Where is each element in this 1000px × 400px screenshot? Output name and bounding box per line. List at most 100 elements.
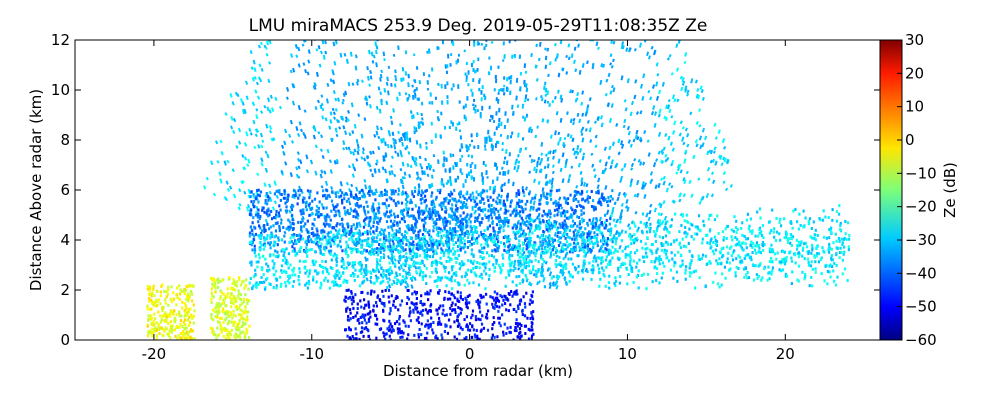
echo-cell bbox=[588, 261, 591, 265]
echo-mark bbox=[250, 66, 254, 70]
echo-cell bbox=[263, 287, 267, 291]
echo-cell bbox=[685, 213, 688, 217]
echo-cell bbox=[563, 227, 566, 231]
echo-cell bbox=[498, 230, 501, 234]
echo-cell bbox=[524, 207, 527, 211]
echo-cell bbox=[298, 270, 302, 274]
echo-cell bbox=[571, 237, 574, 241]
echo-cell bbox=[284, 284, 287, 288]
echo-mark bbox=[286, 87, 290, 92]
echo-cell bbox=[408, 247, 411, 251]
echo-mark bbox=[597, 46, 600, 51]
echo-mark bbox=[260, 67, 264, 72]
echo-cell bbox=[352, 274, 355, 278]
echo-cell bbox=[278, 214, 281, 218]
echo-cell bbox=[382, 236, 386, 240]
echo-mark bbox=[592, 168, 596, 172]
echo-cell bbox=[492, 241, 496, 245]
echo-mark bbox=[224, 197, 229, 202]
echo-cell bbox=[804, 241, 808, 245]
echo-cell bbox=[485, 240, 488, 244]
echo-cell bbox=[272, 244, 275, 248]
echo-cell bbox=[428, 233, 431, 237]
echo-cell bbox=[606, 263, 610, 267]
echo-mark bbox=[512, 181, 515, 187]
echo-cell bbox=[419, 261, 422, 265]
echo-cell bbox=[751, 251, 754, 255]
echo-mark bbox=[564, 160, 568, 165]
echo-cell bbox=[586, 247, 589, 251]
echo-cell bbox=[564, 243, 567, 247]
echo-cell bbox=[337, 284, 341, 288]
echo-cell bbox=[359, 240, 362, 244]
echo-mark bbox=[345, 181, 349, 186]
echo-mark bbox=[218, 171, 222, 176]
echo-cell bbox=[679, 246, 682, 250]
echo-cell bbox=[495, 200, 498, 204]
echo-cell bbox=[336, 222, 339, 226]
echo-mark bbox=[620, 175, 624, 181]
echo-cell bbox=[342, 263, 345, 267]
echo-cell bbox=[417, 230, 420, 234]
echo-mark bbox=[338, 126, 342, 130]
echo-cell bbox=[257, 200, 260, 204]
echo-cell bbox=[468, 281, 471, 285]
echo-cell bbox=[408, 256, 411, 260]
echo-cell bbox=[435, 279, 438, 283]
echo-mark bbox=[336, 119, 339, 123]
echo-cell bbox=[266, 269, 269, 273]
echo-cell bbox=[746, 276, 749, 280]
echo-cell bbox=[462, 201, 466, 205]
echo-mark bbox=[393, 258, 397, 262]
echo-cell bbox=[611, 240, 614, 244]
echo-cell bbox=[556, 234, 559, 238]
echo-cell bbox=[493, 265, 496, 269]
echo-cell bbox=[298, 282, 301, 286]
echo-cell bbox=[530, 205, 533, 209]
echo-mark bbox=[722, 156, 726, 161]
echo-cell bbox=[406, 272, 409, 276]
echo-cell bbox=[318, 200, 321, 204]
echo-cell bbox=[528, 232, 531, 236]
echo-cell bbox=[500, 219, 503, 223]
echo-cell bbox=[831, 218, 834, 222]
echo-cell bbox=[534, 254, 537, 258]
echo-mark bbox=[419, 143, 422, 149]
echo-cell bbox=[302, 210, 305, 214]
echo-cell bbox=[822, 209, 825, 213]
echo-cell bbox=[463, 196, 466, 200]
echo-mark bbox=[388, 241, 392, 246]
echo-cell bbox=[613, 281, 616, 285]
echo-cell bbox=[634, 224, 637, 228]
echo-cell bbox=[306, 189, 310, 193]
echo-cell bbox=[620, 239, 624, 243]
echo-cell bbox=[380, 256, 383, 260]
echo-cell bbox=[404, 259, 407, 263]
echo-cell bbox=[400, 232, 403, 236]
echo-cell bbox=[728, 261, 731, 265]
echo-cell bbox=[393, 192, 396, 196]
echo-cell bbox=[421, 236, 424, 240]
echo-mark bbox=[402, 132, 406, 138]
echo-cell bbox=[389, 257, 393, 261]
echo-mark bbox=[400, 77, 403, 83]
echo-cell bbox=[588, 236, 591, 240]
echo-cell bbox=[465, 220, 468, 224]
echo-cell bbox=[423, 239, 426, 243]
echo-cell bbox=[694, 232, 697, 236]
echo-mark bbox=[538, 57, 541, 61]
echo-cell bbox=[601, 249, 604, 253]
echo-cell bbox=[457, 234, 460, 238]
echo-cell bbox=[462, 246, 465, 250]
echo-mark bbox=[302, 40, 306, 43]
echo-cell bbox=[377, 206, 381, 210]
echo-cell bbox=[515, 283, 518, 287]
echo-cell bbox=[343, 206, 346, 210]
echo-cell bbox=[704, 233, 708, 237]
echo-cell bbox=[720, 283, 723, 287]
echo-cell bbox=[582, 263, 585, 267]
echo-mark bbox=[202, 185, 207, 190]
echo-cell bbox=[767, 220, 771, 224]
echo-cell bbox=[402, 255, 405, 259]
echo-cell bbox=[558, 188, 561, 192]
